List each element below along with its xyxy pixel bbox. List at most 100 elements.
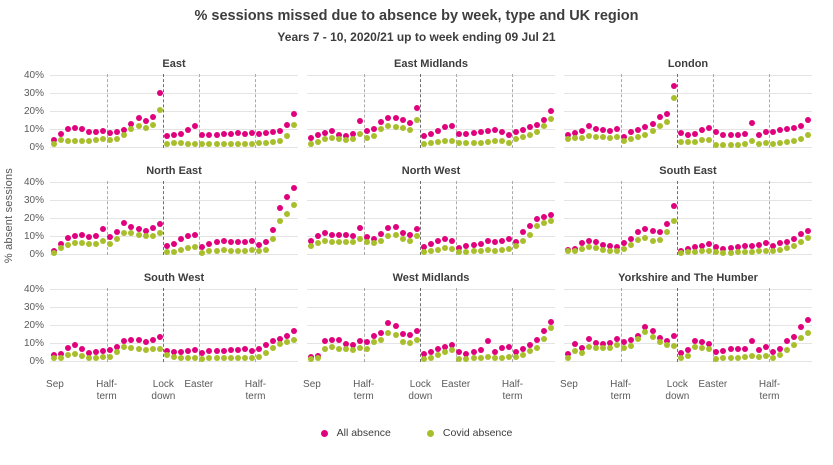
data-point-covid-absence	[784, 244, 791, 251]
data-point-covid-absence	[513, 243, 520, 249]
data-point-all-absence	[342, 341, 349, 347]
data-point-covid-absence	[649, 127, 656, 134]
data-point-all-absence	[199, 132, 206, 139]
data-point-covid-absence	[520, 237, 527, 244]
grid-line	[50, 147, 298, 148]
data-point-covid-absence	[277, 341, 284, 347]
data-point-all-absence	[364, 234, 371, 240]
data-point-all-absence	[78, 126, 85, 133]
data-point-covid-absence	[142, 347, 149, 354]
data-point-all-absence	[234, 129, 241, 136]
panel-north-west: North West	[307, 163, 555, 261]
data-point-covid-absence	[449, 347, 456, 354]
data-point-all-absence	[628, 235, 635, 242]
data-point-covid-absence	[57, 244, 64, 251]
data-point-all-absence	[64, 126, 71, 133]
data-point-covid-absence	[635, 134, 642, 141]
x-axis-labels-column: Sep Half- term Lock down Easter Half- term	[560, 377, 812, 407]
data-point-covid-absence	[449, 137, 456, 144]
data-point-all-absence	[57, 350, 64, 357]
legend: All absence Covid absence	[0, 427, 833, 439]
data-point-covid-absence	[234, 355, 241, 362]
data-point-all-absence	[220, 237, 227, 244]
data-point-all-absence	[491, 349, 498, 356]
y-tick-label: 20%	[23, 320, 44, 331]
data-point-all-absence	[314, 132, 321, 139]
data-point-all-absence	[199, 350, 206, 356]
x-axis-label: Half- term	[244, 379, 267, 402]
data-point-all-absence	[307, 237, 314, 244]
data-point-all-absence	[621, 134, 628, 141]
grid-line	[50, 129, 298, 130]
data-point-covid-absence	[420, 356, 427, 363]
plot-area	[50, 181, 298, 261]
lockdown-separator-line	[420, 288, 422, 362]
data-point-all-absence	[85, 128, 92, 135]
data-point-covid-absence	[64, 351, 71, 358]
grid-line	[564, 218, 812, 219]
data-point-all-absence	[692, 338, 699, 345]
data-point-covid-absence	[541, 219, 548, 226]
data-point-covid-absence	[435, 351, 442, 358]
data-point-all-absence	[378, 118, 385, 125]
facet-row: 0% 10% 20% 30% 40% South West West Midlands Yor…	[0, 270, 833, 368]
data-point-all-absence	[185, 127, 192, 133]
grid-line	[50, 200, 298, 201]
data-point-all-absence	[357, 225, 364, 231]
data-point-covid-absence	[541, 335, 548, 342]
data-point-covid-absence	[270, 138, 277, 145]
data-point-all-absence	[428, 241, 434, 248]
data-point-covid-absence	[93, 354, 100, 361]
data-point-covid-absence	[456, 249, 463, 256]
data-point-all-absence	[206, 131, 213, 138]
grid-line	[564, 307, 812, 308]
data-point-covid-absence	[734, 354, 741, 361]
data-point-covid-absence	[770, 140, 777, 147]
panel-yorkshire-and-the-humber: Yorkshire and The Humber	[564, 270, 812, 368]
data-point-all-absence	[614, 243, 621, 250]
data-point-covid-absence	[663, 228, 670, 235]
data-point-covid-absence	[548, 116, 555, 123]
period-separator-line	[712, 74, 714, 148]
grid-line	[50, 182, 298, 183]
x-axis-labels-row: Sep Half- term Lock down Easter Half- term Se…	[0, 377, 833, 407]
data-point-covid-absence	[706, 136, 713, 143]
data-point-covid-absence	[241, 247, 248, 254]
y-tick-label: 0%	[29, 356, 44, 367]
y-tick-label: 30%	[23, 302, 44, 313]
data-point-all-absence	[178, 349, 185, 356]
plot-area	[564, 288, 812, 368]
data-point-all-absence	[692, 243, 699, 250]
data-point-covid-absence	[50, 355, 57, 362]
data-point-all-absence	[706, 341, 713, 347]
data-point-all-absence	[741, 346, 748, 353]
data-point-all-absence	[241, 346, 248, 353]
data-point-covid-absence	[199, 141, 206, 148]
data-point-all-absence	[677, 129, 684, 136]
data-point-all-absence	[156, 220, 163, 227]
data-point-all-absence	[670, 82, 677, 89]
data-point-all-absence	[428, 349, 434, 356]
data-point-covid-absence	[420, 249, 427, 256]
data-point-all-absence	[513, 128, 520, 135]
data-point-covid-absence	[241, 354, 248, 361]
data-point-covid-absence	[442, 244, 449, 251]
data-point-all-absence	[371, 126, 378, 133]
data-point-all-absence	[406, 119, 413, 126]
data-point-covid-absence	[213, 141, 220, 148]
data-point-covid-absence	[378, 237, 385, 244]
data-point-covid-absence	[635, 236, 642, 243]
data-point-all-absence	[385, 115, 392, 122]
data-point-covid-absence	[350, 239, 357, 246]
data-point-all-absence	[484, 237, 491, 244]
data-point-covid-absence	[534, 128, 541, 135]
data-point-covid-absence	[128, 230, 135, 237]
data-point-covid-absence	[699, 248, 706, 255]
data-point-covid-absence	[185, 244, 192, 251]
data-point-covid-absence	[578, 245, 585, 252]
data-point-covid-absence	[614, 247, 621, 254]
data-point-covid-absence	[649, 237, 656, 244]
data-point-covid-absence	[498, 354, 505, 361]
data-point-all-absence	[71, 125, 78, 132]
period-separator-line	[198, 74, 200, 148]
